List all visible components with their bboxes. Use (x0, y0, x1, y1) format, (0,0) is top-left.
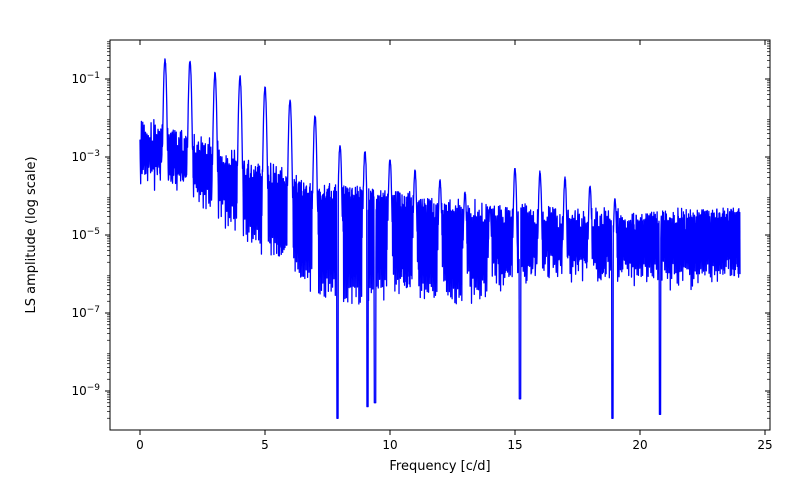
periodogram-chart: 0 5 10 15 20 25 10−9 10−7 10−5 10−3 10−1 Frequency … (0, 0, 800, 500)
y-tick-label: 10−7 (71, 305, 100, 320)
y-tick-label: 10−1 (71, 71, 100, 86)
x-tick-label: 0 (136, 438, 144, 452)
x-axis-label: Frequency [c/d] (389, 459, 490, 474)
y-axis-label: LS amplitude (log scale) (24, 156, 39, 313)
chart-svg: 0 5 10 15 20 25 10−9 10−7 10−5 10−3 10−1 Frequency … (0, 0, 800, 500)
x-tick-label: 10 (382, 438, 397, 452)
x-tick-label: 25 (757, 438, 772, 452)
spectrum-line (140, 59, 740, 418)
x-tick-label: 5 (261, 438, 269, 452)
y-tick-label: 10−9 (71, 383, 100, 398)
x-tick-label: 15 (507, 438, 522, 452)
y-tick-label: 10−5 (71, 227, 100, 242)
y-tick-label: 10−3 (71, 149, 100, 164)
x-tick-label: 20 (632, 438, 647, 452)
